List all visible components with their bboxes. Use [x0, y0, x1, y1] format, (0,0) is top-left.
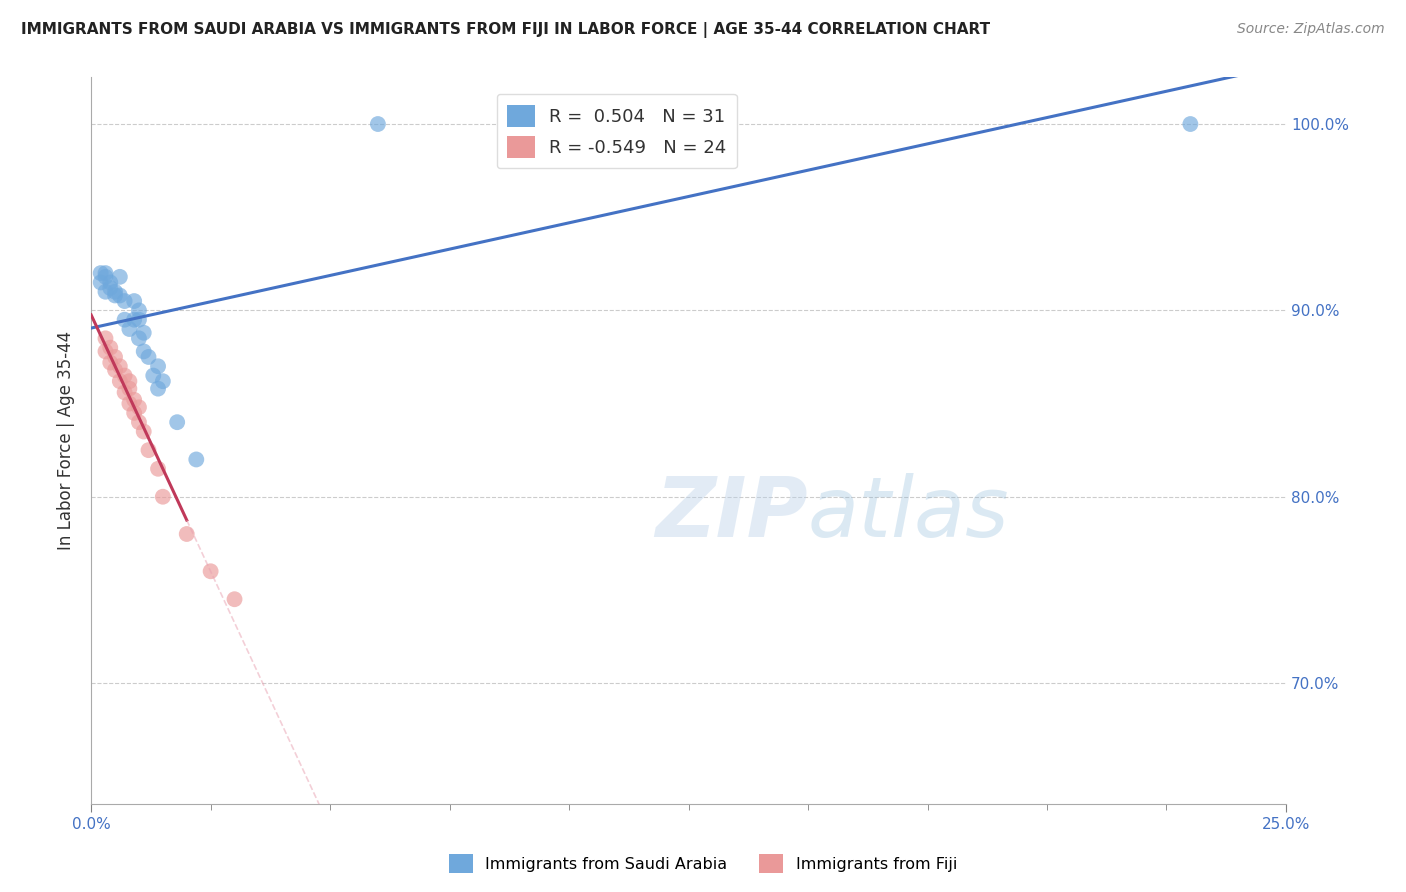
Point	[132, 425, 155, 439]
Point	[128, 331, 150, 345]
Point	[1180, 117, 1202, 131]
Point	[146, 359, 169, 374]
Point	[128, 415, 150, 429]
Point	[118, 382, 141, 396]
Point	[128, 312, 150, 326]
Point	[176, 527, 198, 541]
Point	[128, 303, 150, 318]
Point	[114, 312, 136, 326]
Point	[104, 288, 127, 302]
Point	[122, 392, 145, 407]
Legend: Immigrants from Saudi Arabia, Immigrants from Fiji: Immigrants from Saudi Arabia, Immigrants…	[441, 847, 965, 880]
Point	[114, 368, 136, 383]
Text: IMMIGRANTS FROM SAUDI ARABIA VS IMMIGRANTS FROM FIJI IN LABOR FORCE | AGE 35-44 : IMMIGRANTS FROM SAUDI ARABIA VS IMMIGRAN…	[21, 22, 990, 38]
Point	[702, 117, 724, 131]
Point	[114, 294, 136, 309]
Point	[94, 269, 117, 284]
Point	[138, 350, 160, 364]
Point	[94, 266, 117, 280]
Point	[104, 350, 127, 364]
Point	[152, 374, 174, 388]
Point	[94, 344, 117, 359]
Point	[108, 359, 131, 374]
Point	[118, 374, 141, 388]
Text: Source: ZipAtlas.com: Source: ZipAtlas.com	[1237, 22, 1385, 37]
Point	[367, 117, 389, 131]
Point	[186, 452, 208, 467]
Y-axis label: In Labor Force | Age 35-44: In Labor Force | Age 35-44	[58, 331, 75, 550]
Point	[132, 344, 155, 359]
Text: ZIP: ZIP	[655, 473, 808, 554]
Point	[114, 385, 136, 400]
Point	[98, 281, 121, 295]
Point	[90, 276, 112, 290]
Point	[108, 269, 131, 284]
Point	[152, 490, 174, 504]
Point	[128, 401, 150, 415]
Point	[146, 382, 169, 396]
Point	[138, 443, 160, 458]
Point	[118, 322, 141, 336]
Point	[122, 406, 145, 420]
Point	[98, 341, 121, 355]
Point	[122, 294, 145, 309]
Point	[98, 276, 121, 290]
Text: atlas: atlas	[808, 473, 1010, 554]
Point	[104, 363, 127, 377]
Point	[108, 374, 131, 388]
Point	[142, 368, 165, 383]
Point	[104, 285, 127, 299]
Legend: R =  0.504   N = 31, R = -0.549   N = 24: R = 0.504 N = 31, R = -0.549 N = 24	[496, 94, 737, 169]
Point	[108, 288, 131, 302]
Point	[94, 331, 117, 345]
Point	[90, 266, 112, 280]
Point	[132, 326, 155, 340]
Point	[224, 592, 246, 607]
Point	[166, 415, 188, 429]
Point	[94, 285, 117, 299]
Point	[118, 396, 141, 410]
Point	[98, 355, 121, 369]
Point	[122, 312, 145, 326]
Point	[200, 564, 222, 578]
Point	[146, 462, 169, 476]
